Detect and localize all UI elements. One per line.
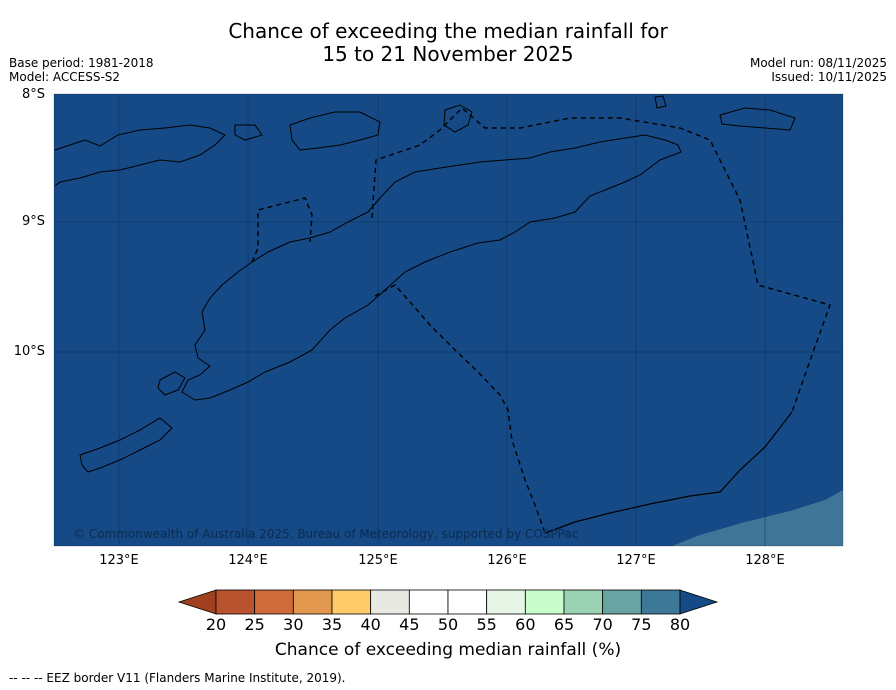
colorbar-tick-label: 30 bbox=[283, 615, 304, 634]
small-island-3 bbox=[443, 104, 473, 133]
colorbar-tick-label: 60 bbox=[515, 615, 536, 634]
colorbar-segment-60-65 bbox=[524, 589, 565, 615]
lon-label-128e: 128°E bbox=[745, 553, 785, 568]
colorbar-tick-label: 35 bbox=[321, 615, 343, 634]
graticule bbox=[54, 94, 843, 546]
title-line-1: Chance of exceeding the median rainfall … bbox=[228, 19, 668, 43]
coastlines bbox=[54, 95, 796, 473]
colorbar-segment-75-80 bbox=[640, 589, 681, 615]
model-run: Model run: 08/11/2025 bbox=[749, 56, 887, 70]
colorbar-label: Chance of exceeding median rainfall (%) bbox=[274, 640, 622, 660]
colorbar-tick-label: 55 bbox=[476, 615, 497, 634]
colorbar-tick-label: 80 bbox=[669, 615, 691, 634]
lon-label-123e: 123°E bbox=[99, 553, 139, 568]
map-title: Chance of exceeding the median rainfall … bbox=[0, 20, 896, 66]
alor-island-outline bbox=[289, 111, 381, 151]
lat-label-9s: 9°S bbox=[21, 214, 45, 229]
timor-island-outline bbox=[181, 134, 682, 401]
title-line-2: 15 to 21 November 2025 bbox=[322, 42, 574, 66]
colorbar bbox=[177, 589, 719, 615]
eez-border bbox=[251, 107, 831, 534]
colorbar-tick-label: 40 bbox=[360, 615, 381, 634]
base-period: Base period: 1981-2018 bbox=[9, 56, 154, 70]
roti-island-outline bbox=[157, 371, 186, 396]
eez-footnote: -- -- -- EEZ border V11 (Flanders Marine… bbox=[9, 671, 346, 685]
wetar-island-outline bbox=[719, 107, 796, 131]
colorbar-segment-55-60 bbox=[486, 589, 526, 615]
small-island-1 bbox=[654, 95, 667, 109]
probability-band-75-80 bbox=[672, 490, 843, 546]
colorbar-segment-40-45 bbox=[370, 589, 410, 615]
colorbar-segment-50-55 bbox=[447, 589, 488, 615]
colorbar-segment-30-35 bbox=[292, 589, 333, 615]
colorbar-tick-label: 20 bbox=[205, 615, 227, 634]
lon-label-127e: 127°E bbox=[616, 553, 656, 568]
colorbar-tick-label: 25 bbox=[244, 615, 265, 634]
lon-label-124e: 124°E bbox=[228, 553, 268, 568]
lat-label-10s: 10°S bbox=[13, 344, 45, 359]
colorbar-tick-label: 50 bbox=[437, 615, 459, 634]
copyright-text: © Commonwealth of Australia 2025, Bureau… bbox=[73, 527, 579, 541]
colorbar-segment-70-75 bbox=[602, 589, 642, 615]
small-island-2 bbox=[234, 124, 263, 141]
map-ocean bbox=[54, 94, 843, 546]
model-name: Model: ACCESS-S2 bbox=[9, 70, 121, 84]
savu-island-outline bbox=[79, 417, 173, 473]
meta-right: Model run: 08/11/2025 Issued: 10/11/2025 bbox=[750, 56, 887, 84]
colorbar-tick-label: 45 bbox=[399, 615, 420, 634]
map-frame bbox=[53, 93, 844, 547]
colorbar-segment-25-30 bbox=[254, 589, 294, 615]
colorbar-segment-35-40 bbox=[331, 589, 372, 615]
colorbar-tick-label: 65 bbox=[553, 615, 575, 634]
lat-label-8s: 8°S bbox=[21, 87, 45, 102]
colorbar-extend-high bbox=[679, 589, 719, 615]
lon-label-125e: 125°E bbox=[358, 553, 398, 568]
colorbar-tick-label: 75 bbox=[631, 615, 652, 634]
colorbar-extend-low bbox=[177, 589, 217, 615]
meta-left: Base period: 1981-2018 Model: ACCESS-S2 bbox=[9, 56, 154, 84]
colorbar-segment-20-25 bbox=[215, 589, 256, 615]
colorbar-segment-45-50 bbox=[408, 589, 449, 615]
maritime-boundary bbox=[544, 411, 793, 534]
issued-date: Issued: 10/11/2025 bbox=[771, 70, 887, 84]
flores-island-outline bbox=[54, 124, 226, 187]
colorbar-segment-65-70 bbox=[563, 589, 604, 615]
colorbar-tick-label: 70 bbox=[592, 615, 613, 634]
lon-label-126e: 126°E bbox=[487, 553, 527, 568]
